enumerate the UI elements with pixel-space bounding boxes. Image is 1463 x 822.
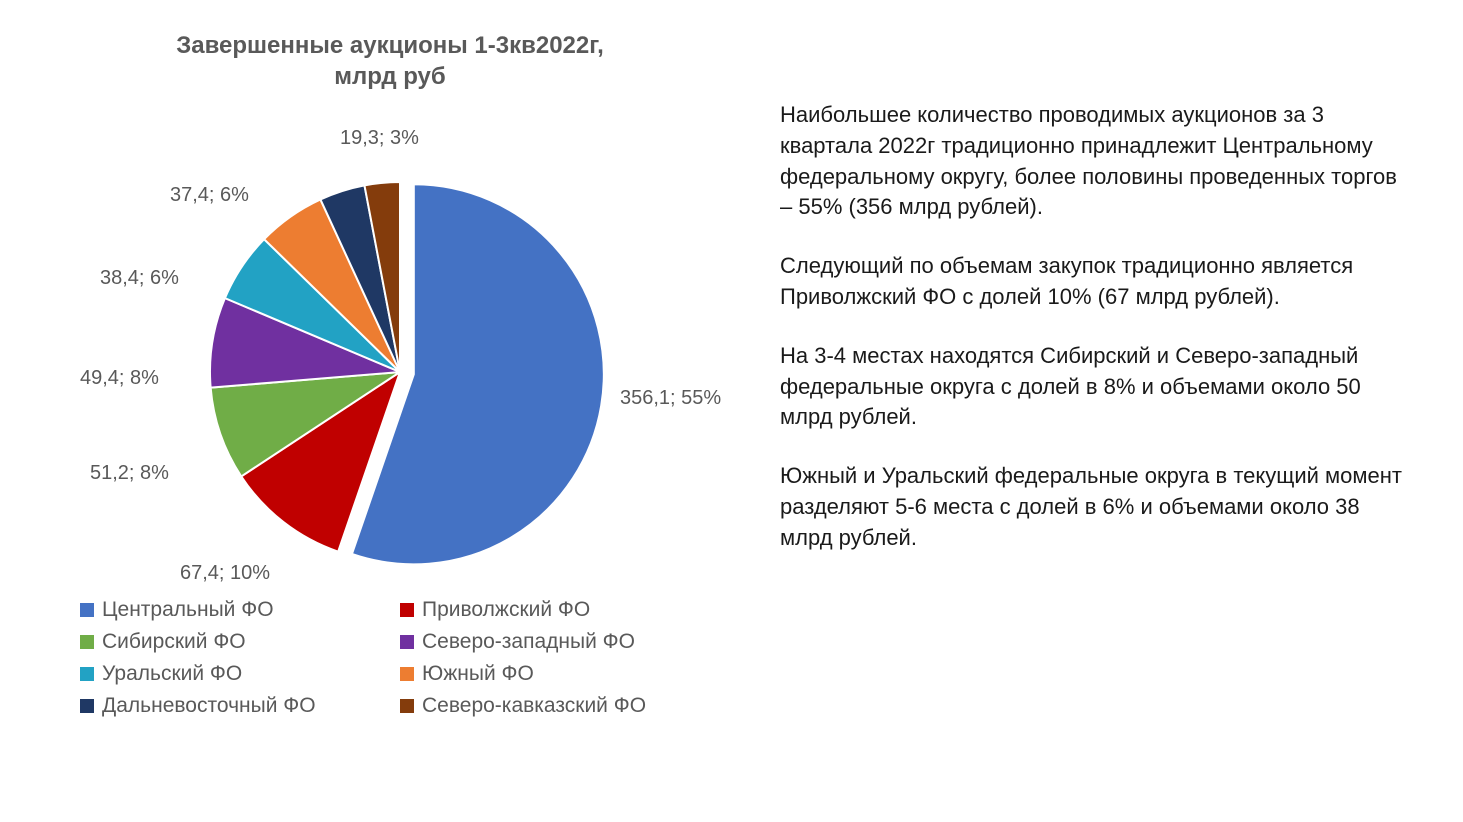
- swatch-7: [400, 699, 414, 713]
- legend-label-7: Северо-кавказский ФО: [422, 694, 646, 718]
- commentary-p4: Южный и Уральский федеральные округа в т…: [780, 461, 1403, 553]
- chart-title-line2: млрд руб: [334, 63, 445, 90]
- slice-label-0: 356,1; 55%: [620, 387, 721, 410]
- pie-chart-svg: [60, 102, 680, 592]
- legend-label-4: Уральский ФО: [102, 662, 242, 686]
- legend-label-6: Дальневосточный ФО: [102, 694, 316, 718]
- legend-label-1: Приволжский ФО: [422, 598, 590, 622]
- swatch-3: [400, 635, 414, 649]
- slice-label-5: 37,4; 6%: [170, 184, 249, 207]
- legend-item-7: Северо-кавказский ФО: [400, 694, 700, 718]
- legend-item-1: Приволжский ФО: [400, 598, 700, 622]
- legend-label-2: Сибирский ФО: [102, 630, 246, 654]
- legend-label-5: Южный ФО: [422, 662, 534, 686]
- legend-item-4: Уральский ФО: [80, 662, 380, 686]
- legend-item-3: Северо-западный ФО: [400, 630, 700, 654]
- slice-label-3: 49,4; 8%: [80, 367, 159, 390]
- legend-label-3: Северо-западный ФО: [422, 630, 635, 654]
- slice-label-2: 51,2; 8%: [90, 462, 169, 485]
- swatch-6: [80, 699, 94, 713]
- slice-label-4: 38,4; 6%: [100, 267, 179, 290]
- slice-label-7: 19,3; 3%: [340, 127, 419, 150]
- swatch-4: [80, 667, 94, 681]
- legend-label-0: Центральный ФО: [102, 598, 274, 622]
- legend-item-6: Дальневосточный ФО: [80, 694, 380, 718]
- legend-item-2: Сибирский ФО: [80, 630, 380, 654]
- chart-title: Завершенные аукционы 1-3кв2022г, млрд ру…: [60, 30, 720, 92]
- slice-label-1: 67,4; 10%: [180, 562, 270, 585]
- commentary-panel: Наибольшее количество проводимых аукцион…: [740, 0, 1463, 822]
- swatch-2: [80, 635, 94, 649]
- legend-item-0: Центральный ФО: [80, 598, 380, 622]
- pie-chart-area: 356,1; 55% 67,4; 10% 51,2; 8% 49,4; 8% 3…: [60, 102, 680, 592]
- commentary-p3: На 3-4 местах находятся Сибирский и Севе…: [780, 341, 1403, 433]
- legend: Центральный ФО Приволжский ФО Сибирский …: [60, 598, 720, 718]
- chart-panel: Завершенные аукционы 1-3кв2022г, млрд ру…: [0, 0, 740, 822]
- swatch-1: [400, 603, 414, 617]
- commentary-p2: Следующий по объемам закупок традиционно…: [780, 251, 1403, 313]
- commentary-p1: Наибольшее количество проводимых аукцион…: [780, 100, 1403, 223]
- swatch-5: [400, 667, 414, 681]
- legend-item-5: Южный ФО: [400, 662, 700, 686]
- chart-title-line1: Завершенные аукционы 1-3кв2022г,: [176, 32, 604, 59]
- swatch-0: [80, 603, 94, 617]
